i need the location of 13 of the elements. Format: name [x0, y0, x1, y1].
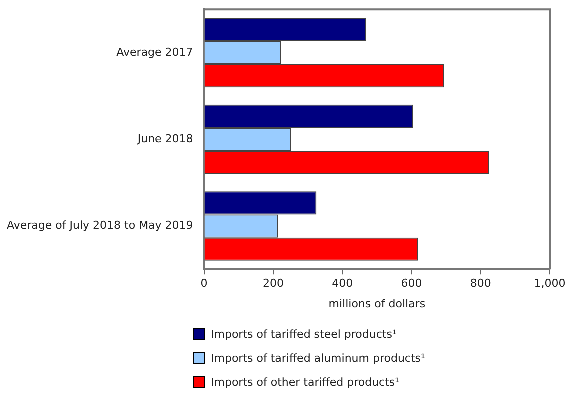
legend-label: Imports of other tariffed products¹: [211, 376, 400, 388]
x-tick-label: 200: [262, 277, 284, 290]
x-tick-label: 800: [470, 277, 492, 290]
y-tick-label: Average 2017: [116, 46, 194, 59]
x-axis-title: millions of dollars: [328, 297, 426, 310]
x-tick-label: 1,000: [534, 277, 566, 290]
y-tick-label: June 2018: [136, 132, 194, 146]
y-tick-label: Average of July 2018 to May 2019: [6, 219, 194, 232]
legend-label: Imports of tariffed aluminum products¹: [211, 352, 426, 364]
x-tick-label: 400: [332, 277, 354, 290]
x-tick-label: 0: [200, 277, 208, 290]
legend-label: Imports of tariffed steel products¹: [211, 328, 397, 340]
x-tick-label: 600: [401, 277, 422, 290]
